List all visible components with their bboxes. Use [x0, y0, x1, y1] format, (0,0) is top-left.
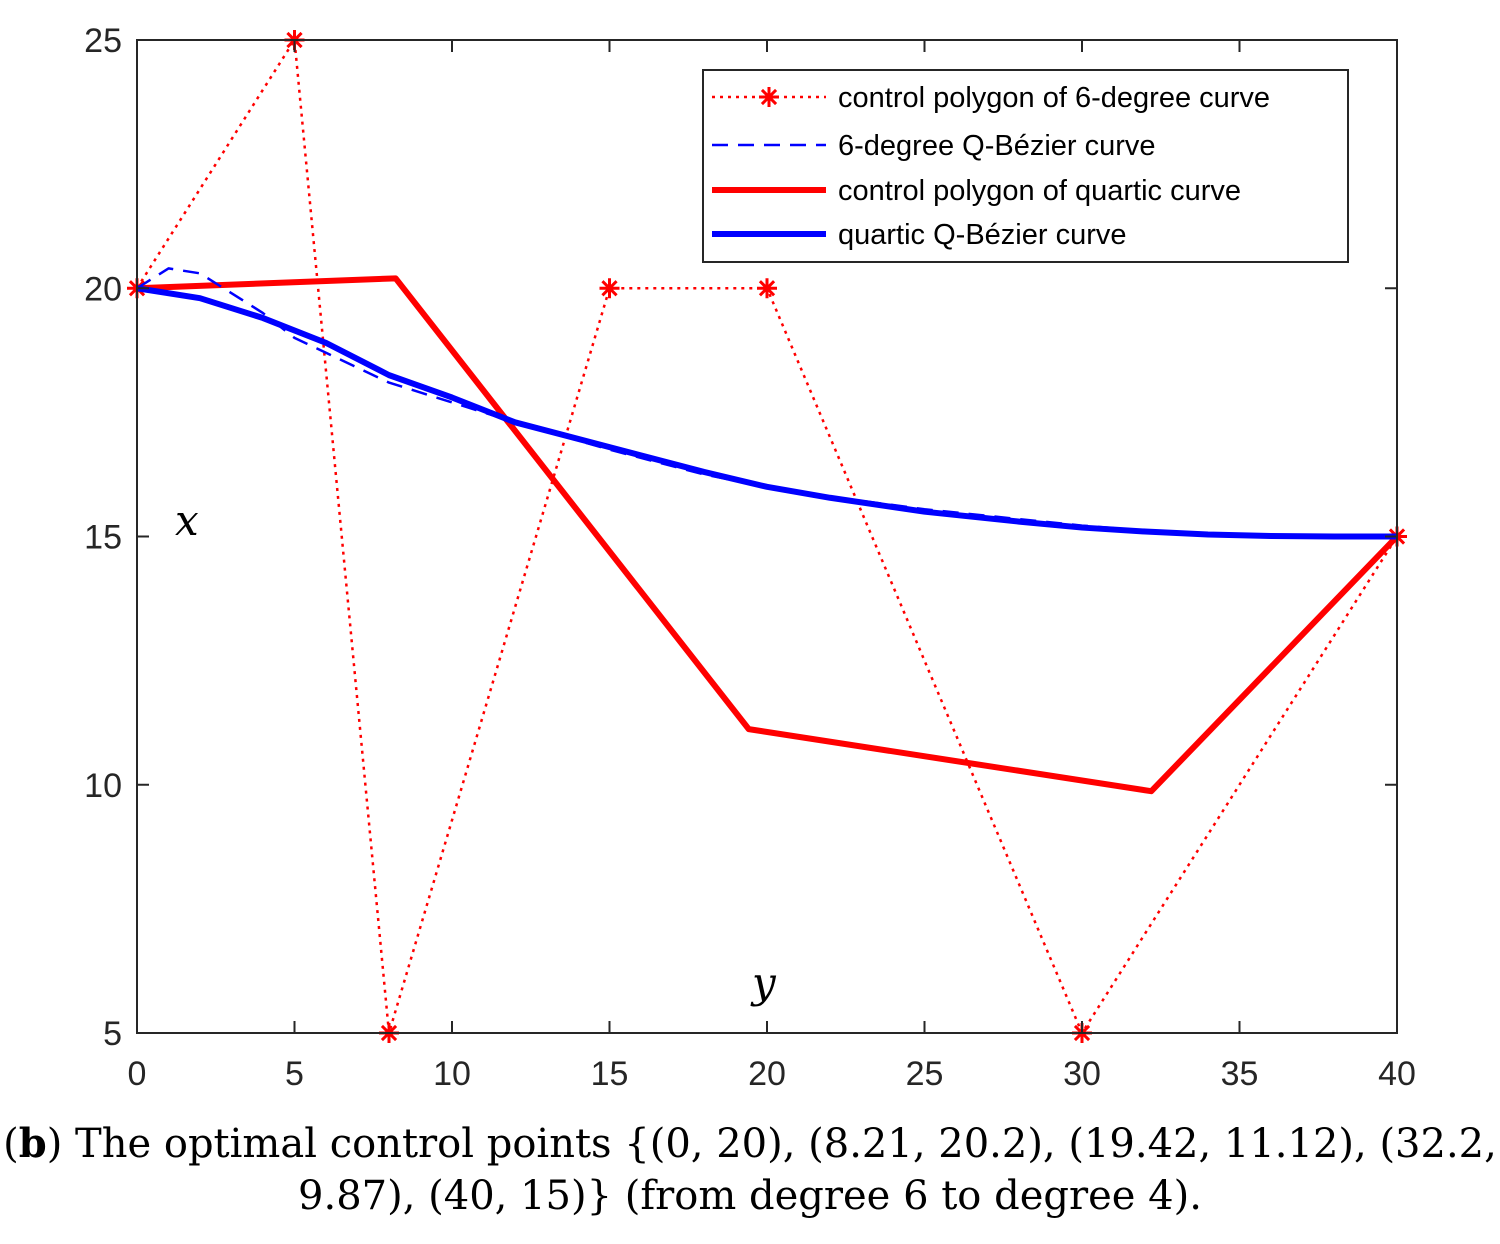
y-tick-label: 15 — [84, 519, 122, 557]
series-line-4 — [136, 285, 1397, 540]
legend-label-1: control polygon of 6-degree curve — [838, 82, 1270, 114]
x-tick-label: 15 — [591, 1055, 629, 1093]
x-tick-label: 10 — [433, 1055, 471, 1093]
series-line-3 — [136, 275, 1400, 795]
series-1-marker — [757, 278, 777, 299]
x-tick-label: 5 — [285, 1055, 304, 1093]
y-axis-label: x — [175, 496, 199, 545]
legend: control polygon of 6-degree curve 6-degre… — [702, 69, 1349, 263]
legend-label-2: 6-degree Q-Bézier curve — [838, 130, 1156, 162]
y-tick-label: 10 — [84, 767, 122, 805]
x-tick-label: 40 — [1378, 1055, 1416, 1093]
x-axis-label: y — [750, 958, 777, 1007]
caption-line-1-text: ) The optimal control points {(0, 20), (… — [46, 1121, 1497, 1167]
caption-line-2: 9.87), (40, 15)} (from degree 6 to degre… — [298, 1173, 1202, 1219]
legend-label-4: quartic Q-Bézier curve — [838, 219, 1127, 251]
caption-line-1: (b) The optimal control points {(0, 20),… — [3, 1120, 1497, 1167]
y-tick-label: 25 — [84, 22, 122, 60]
y-tick-label: 20 — [84, 270, 122, 308]
x-tick-label: 0 — [128, 1055, 147, 1093]
y-tick-label: 5 — [103, 1015, 122, 1053]
x-tick-label: 35 — [1221, 1055, 1259, 1093]
figure-caption: (b) The optimal control points {(0, 20),… — [0, 1118, 1500, 1222]
legend-box — [702, 69, 1349, 263]
x-tick-label: 25 — [906, 1055, 944, 1093]
legend-marker — [759, 87, 779, 107]
caption-label: b — [18, 1120, 47, 1167]
series-line-2 — [136, 267, 1397, 538]
x-tick-label: 20 — [748, 1055, 786, 1093]
x-tick-label: 30 — [1063, 1055, 1101, 1093]
series-1-marker — [599, 278, 620, 299]
legend-label-3: control polygon of quartic curve — [838, 175, 1241, 207]
